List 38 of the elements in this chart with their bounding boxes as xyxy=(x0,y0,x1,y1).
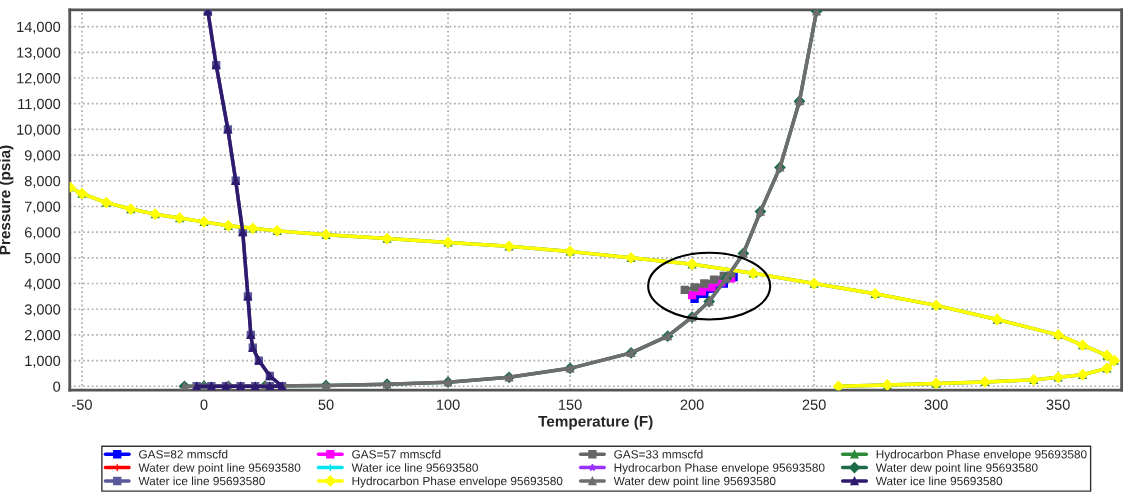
legend-label: Hydrocarbon Phase envelope 95693580 xyxy=(352,476,563,488)
legend-label: Water dew point line 95693580 xyxy=(138,463,301,475)
x-tick-label: -50 xyxy=(72,399,92,410)
y-tick-label: 7,000 xyxy=(24,201,61,214)
x-tick-label: 200 xyxy=(680,399,704,410)
y-tick-label: 1,000 xyxy=(25,355,61,368)
x-tick-label: 50 xyxy=(318,399,334,410)
y-tick-label: 6,000 xyxy=(24,227,61,240)
legend-label: Hydrocarbon Phase envelope 95693580 xyxy=(876,449,1087,461)
x-tick-label: 300 xyxy=(924,399,948,410)
y-tick-label: 5,000 xyxy=(24,252,61,265)
x-tick-label: 150 xyxy=(559,399,582,410)
y-tick-label: 3,000 xyxy=(24,304,61,317)
legend-label: Hydrocarbon Phase envelope 95693580 xyxy=(614,463,825,475)
y-tick-label: 0 xyxy=(53,381,61,392)
x-tick-label: 100 xyxy=(436,399,460,410)
legend-label: Water dew point line 95693580 xyxy=(613,476,776,488)
legend-label: Water ice line 95693580 xyxy=(351,463,478,472)
y-tick-label: 10,000 xyxy=(17,124,61,137)
legend-label: Water dew point line 95693580 xyxy=(875,463,1038,475)
y-tick-label: 14,000 xyxy=(17,21,61,34)
y-tick-label: 12,000 xyxy=(17,73,61,86)
y-tick-label: 8,000 xyxy=(24,175,61,188)
legend-label: GAS=82 mmscfd xyxy=(139,449,228,459)
legend-label: GAS=57 mmscfd xyxy=(352,449,441,459)
x-tick-label: 250 xyxy=(802,399,826,410)
x-tick-label: 0 xyxy=(200,399,208,410)
x-axis-title: Temperature (F) xyxy=(538,415,653,430)
legend-label: Water ice line 95693580 xyxy=(875,476,1003,486)
x-tick-label: 350 xyxy=(1046,399,1070,410)
y-axis-title: Pressure (psia) xyxy=(0,145,14,255)
y-tick-label: 4,000 xyxy=(24,278,61,291)
y-tick-label: 2,000 xyxy=(24,330,61,343)
y-tick-label: 11,000 xyxy=(18,98,61,111)
legend-label: Water ice line 95693580 xyxy=(138,476,265,486)
y-tick-label: 13,000 xyxy=(17,47,61,60)
y-tick-label: 9,000 xyxy=(24,150,61,163)
legend-label: GAS=33 mmscfd xyxy=(614,449,703,459)
